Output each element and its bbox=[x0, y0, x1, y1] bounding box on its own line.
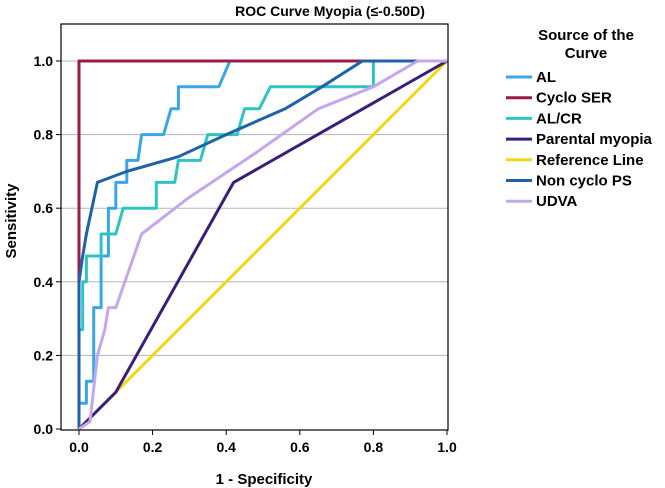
legend-label-reference-line: Reference Line bbox=[536, 152, 644, 169]
x-tick-label-0.0: 0.0 bbox=[69, 439, 89, 455]
legend-label-parental-myopia: Parental myopia bbox=[536, 131, 653, 148]
series-line-non-cyclo-ps bbox=[77, 59, 447, 429]
y-tick-label-0.0: 0.0 bbox=[34, 421, 54, 437]
x-tick-label-0.4: 0.4 bbox=[216, 439, 236, 455]
series-line-parental-myopia bbox=[77, 59, 448, 431]
y-tick-label-1.0: 1.0 bbox=[34, 53, 54, 69]
y-tick-label-0.2: 0.2 bbox=[34, 347, 54, 363]
legend-title-line-2: Curve bbox=[565, 45, 608, 62]
legend-label-cyclo-ser: Cyclo SER bbox=[536, 90, 612, 107]
legend: Source of the Curve AL Cyclo SER AL/CR Pare… bbox=[506, 27, 653, 210]
y-tick-label-0.8: 0.8 bbox=[34, 127, 54, 143]
y-tick-label-0.6: 0.6 bbox=[34, 200, 54, 216]
series-line-al-cr bbox=[77, 59, 447, 429]
legend-label-non-cyclo-ps: Non cyclo PS bbox=[536, 173, 632, 190]
chart-title: ROC Curve Myopia (≤-0.50D) bbox=[235, 3, 425, 19]
x-tick-label-0.6: 0.6 bbox=[290, 439, 310, 455]
x-axis-ticks: 0.0 0.2 0.4 0.6 0.8 1.0 bbox=[69, 430, 457, 455]
series-layer bbox=[77, 59, 449, 431]
legend-label-al: AL bbox=[536, 69, 556, 86]
x-tick-label-0.8: 0.8 bbox=[364, 439, 384, 455]
legend-label-udva: UDVA bbox=[536, 193, 578, 210]
y-tick-label-0.4: 0.4 bbox=[34, 274, 54, 290]
x-tick-label-1.0: 1.0 bbox=[437, 439, 457, 455]
grid-lines bbox=[61, 60, 448, 356]
y-axis-ticks: 0.0 0.2 0.4 0.6 0.8 1.0 bbox=[34, 53, 61, 437]
series-line-al bbox=[77, 59, 447, 429]
series-line-reference-line bbox=[77, 59, 449, 431]
legend-items: AL Cyclo SER AL/CR Parental myopia Reference… bbox=[506, 69, 653, 210]
legend-title-line-1: Source of the bbox=[538, 27, 634, 44]
y-axis-title: Sensitivity bbox=[3, 183, 20, 259]
x-tick-label-0.2: 0.2 bbox=[143, 439, 163, 455]
legend-label-al-cr: AL/CR bbox=[536, 110, 582, 127]
series-line-udva bbox=[78, 59, 447, 431]
plot-frame bbox=[60, 23, 449, 431]
x-axis-title: 1 - Specificity bbox=[216, 471, 313, 488]
